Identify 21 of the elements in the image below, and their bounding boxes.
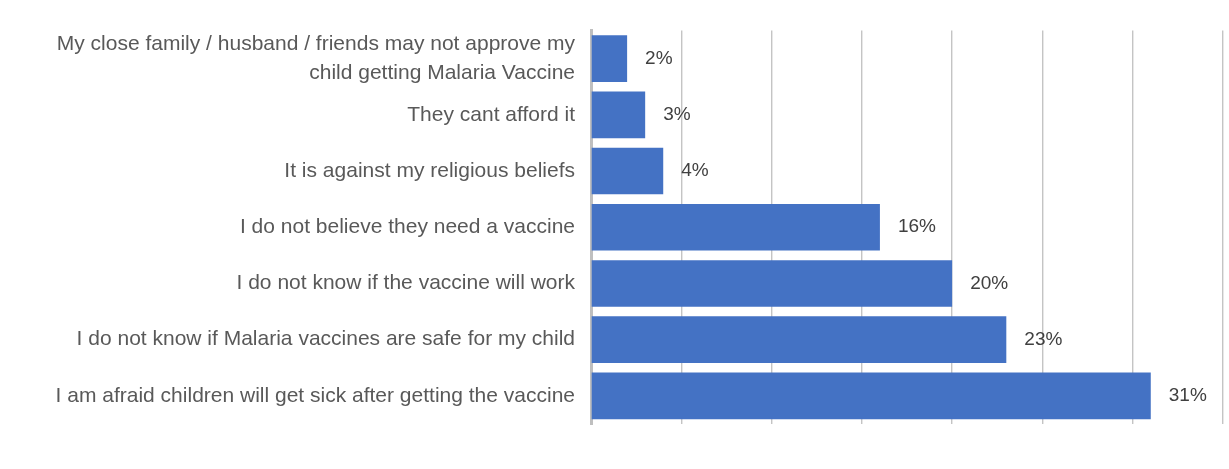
y-tick-label: My close family / husband / friends may not approve my child getting Malaria Vaccine: [56, 30, 576, 83]
bar: [591, 203, 880, 251]
bar: [591, 316, 1007, 364]
y-tick-label: I do not know if Malaria vaccines are safe for my child: [76, 326, 575, 350]
data-label: 3%: [663, 103, 691, 125]
bar: [591, 372, 1151, 420]
y-tick-label: They cant afford it: [407, 101, 576, 125]
bar: [591, 91, 646, 139]
data-label: 4%: [681, 159, 709, 181]
y-tick-label: I do not know if the vaccine will work: [236, 270, 576, 294]
data-label: 20%: [970, 271, 1009, 293]
bar: [591, 35, 628, 82]
data-label: 23%: [1024, 327, 1063, 349]
data-label: 16%: [897, 215, 937, 237]
y-tick-label: I do not believe they need a vaccine: [239, 214, 575, 238]
bar: [591, 260, 953, 307]
data-label: 2%: [645, 46, 673, 68]
y-tick-label: I am afraid children will get sick after getting the vaccine: [55, 382, 575, 406]
bar: [591, 147, 664, 195]
y-tick-label: It is against my religious beliefs: [284, 157, 575, 181]
data-label: 31%: [1168, 384, 1207, 406]
